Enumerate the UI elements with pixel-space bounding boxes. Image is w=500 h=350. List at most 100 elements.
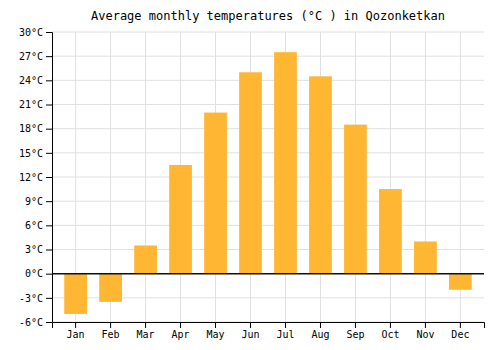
plot: -6°C -3°C 0°C 3°C 6°C 9°C 12°C 15°C 18°C 21°C 24°C… (19, 27, 485, 340)
bar (344, 125, 367, 274)
chart: -6°C -3°C 0°C 3°C 6°C 9°C 12°C 15°C 18°C 21°C 24°C… (0, 0, 500, 350)
y-tick-label: -6°C (19, 317, 43, 328)
bar (204, 113, 227, 274)
x-tick: Jan (67, 322, 85, 340)
zero-line (52, 273, 484, 275)
x-tick-label: Nov (416, 329, 434, 340)
x-tick-label: Mar (137, 329, 155, 340)
x-tick-mark (285, 322, 286, 328)
x-tick-mark (180, 322, 181, 328)
y-tick: 18°C (19, 123, 52, 134)
grid-line (52, 32, 484, 33)
y-tick-mark (46, 274, 52, 275)
grid-line (52, 56, 484, 57)
bar (414, 241, 437, 273)
y-tick-mark (46, 322, 52, 323)
x-tick: Sep (346, 322, 364, 340)
grid-line (52, 80, 484, 81)
grid-line (52, 128, 484, 129)
y-tick-label: 27°C (19, 51, 43, 62)
title: Average monthly temperatures (°C ) in Qo… (91, 9, 445, 23)
y-tick-label: 6°C (25, 220, 43, 231)
x-tick: May (206, 322, 224, 340)
grid-line (52, 177, 484, 178)
x-tick: Mar (137, 322, 155, 340)
x-tick-label: May (206, 329, 224, 340)
y-tick-mark (46, 201, 52, 202)
y-tick-label: 15°C (19, 148, 43, 159)
x-tick: Jun (241, 322, 259, 340)
x-tick: Apr (172, 322, 190, 340)
grid-line (425, 32, 426, 322)
x-tick-mark (355, 322, 356, 328)
grid-line (52, 201, 484, 202)
x-tick: Dec (451, 322, 469, 340)
x-tick: Aug (311, 322, 329, 340)
x-axis-line (53, 323, 485, 329)
grid-line (52, 152, 484, 153)
y-tick: 9°C (25, 196, 52, 207)
bars (52, 52, 484, 314)
bar (169, 165, 192, 274)
bar (134, 245, 157, 273)
x-tick-label: Jun (241, 329, 259, 340)
y-tick-label: 21°C (19, 99, 43, 110)
x-axis: Jan Feb Mar Apr May Jun Jul Aug Sep Oct Nov Dec (53, 322, 485, 340)
y-tick-label: 24°C (19, 75, 43, 86)
bar (99, 274, 122, 302)
y-tick: 15°C (19, 148, 52, 159)
y-tick: 24°C (19, 75, 52, 86)
y-tick: 30°C (19, 27, 52, 38)
y-tick-mark (46, 80, 52, 81)
y-tick-label: 3°C (25, 244, 43, 255)
y-axis: -6°C -3°C 0°C 3°C 6°C 9°C 12°C 15°C 18°C 21°C 24°C… (19, 27, 53, 328)
bar (64, 274, 87, 314)
x-tick-label: Aug (311, 329, 329, 340)
x-tick-label: Sep (346, 329, 364, 340)
y-tick-mark (46, 56, 52, 57)
y-tick-mark (46, 250, 52, 251)
x-tick: Oct (381, 322, 399, 340)
y-tick-mark (46, 225, 52, 226)
grid-line (390, 32, 391, 322)
y-tick: 3°C (25, 244, 52, 255)
bar (449, 274, 472, 290)
x-tick-mark (250, 322, 251, 328)
grid-line (145, 32, 146, 322)
x-tick-mark (320, 322, 321, 328)
y-tick-mark (46, 177, 52, 178)
x-tick-mark (390, 322, 391, 328)
x-tick-label: Jul (276, 329, 294, 340)
y-tick-mark (46, 105, 52, 106)
bar (309, 76, 332, 273)
y-tick: 12°C (19, 172, 52, 183)
bar (379, 189, 402, 274)
x-tick-mark (110, 322, 111, 328)
y-tick-label: 9°C (25, 196, 43, 207)
y-axis-line (46, 33, 53, 323)
x-tick-label: Oct (381, 329, 399, 340)
y-tick-mark (46, 32, 52, 33)
y-tick: -6°C (19, 317, 52, 328)
x-tick: Feb (102, 322, 120, 340)
y-tick-label: 0°C (25, 268, 43, 279)
bar (274, 52, 297, 274)
y-tick-label: 30°C (19, 27, 43, 38)
x-tick-label: Dec (451, 329, 469, 340)
x-tick-label: Jan (67, 329, 85, 340)
x-tick: Nov (416, 322, 434, 340)
y-tick: 21°C (19, 99, 52, 110)
y-tick-label: 18°C (19, 123, 43, 134)
y-tick: -3°C (19, 293, 52, 304)
x-tick-mark (145, 322, 146, 328)
grid-line (52, 104, 484, 105)
y-tick-label: -3°C (19, 293, 43, 304)
y-tick-label: 12°C (19, 172, 43, 183)
grid (52, 32, 484, 322)
x-tick-mark (460, 322, 461, 328)
y-tick-mark (46, 153, 52, 154)
grid-line (52, 273, 484, 274)
y-tick-mark (46, 129, 52, 130)
x-tick: Jul (276, 322, 294, 340)
y-tick-mark (46, 298, 52, 299)
